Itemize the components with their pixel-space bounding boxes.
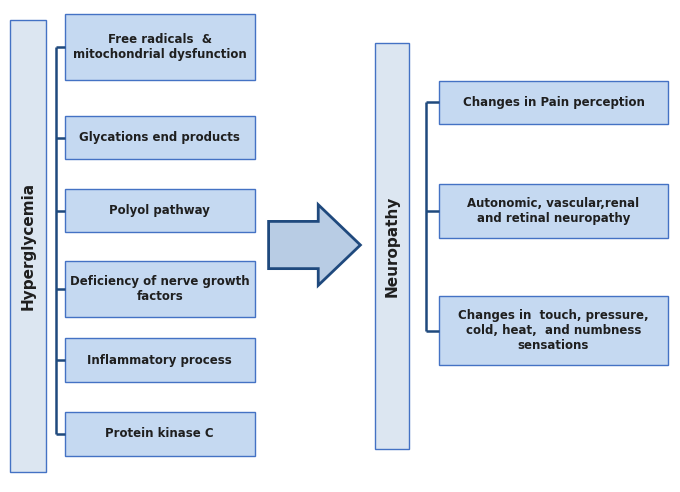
Text: Changes in  touch, pressure,
cold, heat,  and numbness
sensations: Changes in touch, pressure, cold, heat, … xyxy=(458,309,649,352)
Text: Neuropathy: Neuropathy xyxy=(385,195,400,297)
FancyBboxPatch shape xyxy=(375,43,409,449)
FancyBboxPatch shape xyxy=(65,260,255,317)
Polygon shape xyxy=(269,205,360,285)
FancyBboxPatch shape xyxy=(65,412,255,456)
Text: Deficiency of nerve growth
factors: Deficiency of nerve growth factors xyxy=(70,275,250,303)
FancyBboxPatch shape xyxy=(439,296,668,365)
FancyBboxPatch shape xyxy=(65,13,255,80)
FancyBboxPatch shape xyxy=(65,338,255,382)
FancyBboxPatch shape xyxy=(439,81,668,124)
Text: Changes in Pain perception: Changes in Pain perception xyxy=(462,96,645,109)
FancyBboxPatch shape xyxy=(439,184,668,238)
FancyBboxPatch shape xyxy=(65,116,255,159)
Text: Glycations end products: Glycations end products xyxy=(80,131,240,144)
Text: Free radicals  &
mitochondrial dysfunction: Free radicals & mitochondrial dysfunctio… xyxy=(73,33,247,61)
Text: Polyol pathway: Polyol pathway xyxy=(109,204,210,217)
FancyBboxPatch shape xyxy=(65,189,255,232)
Text: Inflammatory process: Inflammatory process xyxy=(88,354,232,367)
Text: Protein kinase C: Protein kinase C xyxy=(105,428,214,440)
Text: Autonomic, vascular,renal
and retinal neuropathy: Autonomic, vascular,renal and retinal ne… xyxy=(467,197,640,224)
FancyBboxPatch shape xyxy=(10,20,46,472)
Text: Hyperglycemia: Hyperglycemia xyxy=(20,182,35,310)
